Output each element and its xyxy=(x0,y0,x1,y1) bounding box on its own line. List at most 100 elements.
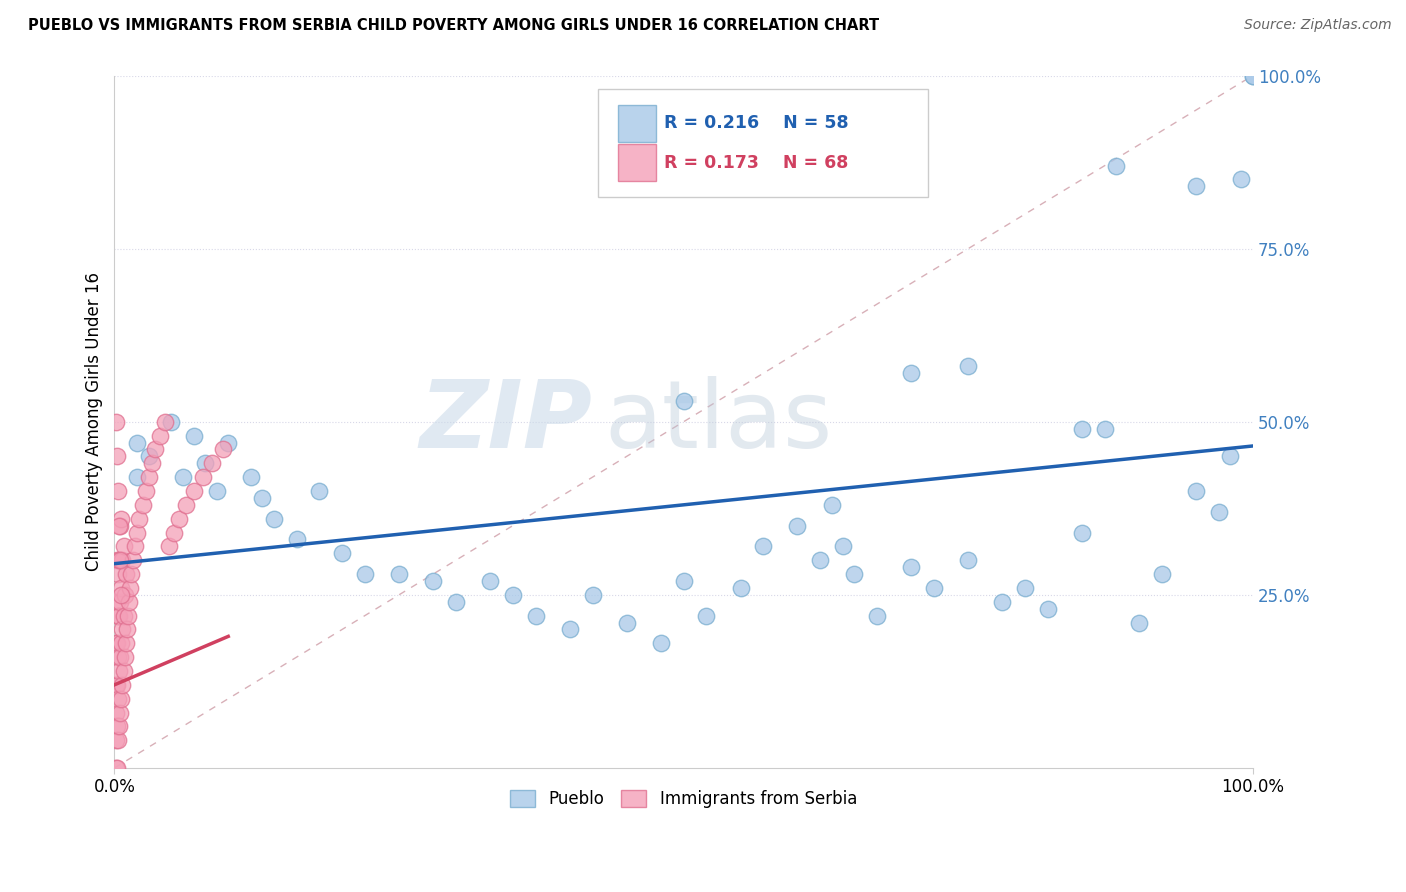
Point xyxy=(900,366,922,380)
Point xyxy=(104,761,127,775)
Point xyxy=(252,491,274,505)
Point xyxy=(108,664,131,678)
Point xyxy=(105,678,128,692)
Legend: Pueblo, Immigrants from Serbia: Pueblo, Immigrants from Serbia xyxy=(503,783,863,815)
Point xyxy=(479,574,502,588)
Text: atlas: atlas xyxy=(605,376,832,467)
Point xyxy=(105,450,128,464)
Point xyxy=(957,553,980,567)
Point xyxy=(1185,483,1208,498)
Point xyxy=(672,574,695,588)
Point xyxy=(111,553,134,567)
Point xyxy=(957,359,980,374)
Point xyxy=(217,435,239,450)
Point xyxy=(114,636,136,650)
Point xyxy=(672,394,695,409)
Point xyxy=(991,595,1014,609)
Point xyxy=(110,581,132,595)
Point xyxy=(104,678,127,692)
Point xyxy=(1105,159,1128,173)
Point xyxy=(730,581,752,595)
Point xyxy=(104,636,127,650)
Point xyxy=(194,456,217,470)
Point xyxy=(145,442,167,457)
Point xyxy=(110,511,132,525)
Point xyxy=(108,650,131,665)
Point xyxy=(110,588,132,602)
Point xyxy=(1230,172,1253,186)
Point xyxy=(1094,422,1116,436)
Point xyxy=(107,608,129,623)
Point xyxy=(388,567,411,582)
Point xyxy=(105,636,128,650)
Point xyxy=(1071,422,1094,436)
Point xyxy=(695,608,717,623)
Point xyxy=(581,588,603,602)
FancyBboxPatch shape xyxy=(617,104,657,142)
Point xyxy=(1150,567,1173,582)
Point xyxy=(1208,505,1230,519)
Point xyxy=(112,540,135,554)
Point xyxy=(124,540,146,554)
Point xyxy=(900,560,922,574)
Point xyxy=(354,567,377,582)
Point xyxy=(108,518,131,533)
FancyBboxPatch shape xyxy=(617,145,657,181)
Point xyxy=(114,650,136,665)
Point xyxy=(922,581,945,595)
Point xyxy=(183,428,205,442)
Point xyxy=(121,553,143,567)
Point xyxy=(104,415,127,429)
Point xyxy=(108,595,131,609)
Point xyxy=(128,511,150,525)
Point xyxy=(153,415,176,429)
Point xyxy=(1241,69,1264,83)
Point xyxy=(752,540,775,554)
Point xyxy=(444,595,467,609)
Point xyxy=(110,691,132,706)
Point xyxy=(820,498,842,512)
Point xyxy=(105,761,128,775)
Point xyxy=(120,581,142,595)
Point xyxy=(105,719,128,733)
Point xyxy=(104,706,127,720)
Point xyxy=(127,470,149,484)
Text: R = 0.216    N = 58: R = 0.216 N = 58 xyxy=(664,114,849,132)
Point xyxy=(141,456,163,470)
Point xyxy=(157,540,180,554)
Point xyxy=(330,546,353,560)
Text: R = 0.173    N = 68: R = 0.173 N = 68 xyxy=(664,153,849,172)
Point xyxy=(616,615,638,630)
Point xyxy=(110,636,132,650)
Point xyxy=(866,608,889,623)
Point xyxy=(107,733,129,747)
Point xyxy=(162,525,184,540)
Point xyxy=(422,574,444,588)
Point xyxy=(240,470,263,484)
Point xyxy=(1219,450,1241,464)
Point xyxy=(132,498,155,512)
Point xyxy=(107,650,129,665)
Point xyxy=(108,553,131,567)
Point xyxy=(135,483,157,498)
Point xyxy=(112,664,135,678)
Point xyxy=(105,553,128,567)
Point xyxy=(108,719,131,733)
Point xyxy=(111,678,134,692)
Point xyxy=(844,567,866,582)
Point xyxy=(211,442,233,457)
Point xyxy=(114,567,136,582)
FancyBboxPatch shape xyxy=(598,89,928,197)
Point xyxy=(160,415,183,429)
Point xyxy=(107,483,129,498)
Point xyxy=(193,470,215,484)
Point xyxy=(104,733,127,747)
Point xyxy=(308,483,330,498)
Point xyxy=(263,511,285,525)
Point xyxy=(127,525,149,540)
Point xyxy=(114,588,136,602)
Point xyxy=(172,470,194,484)
Point xyxy=(205,483,228,498)
Point xyxy=(201,456,224,470)
Point xyxy=(149,428,172,442)
